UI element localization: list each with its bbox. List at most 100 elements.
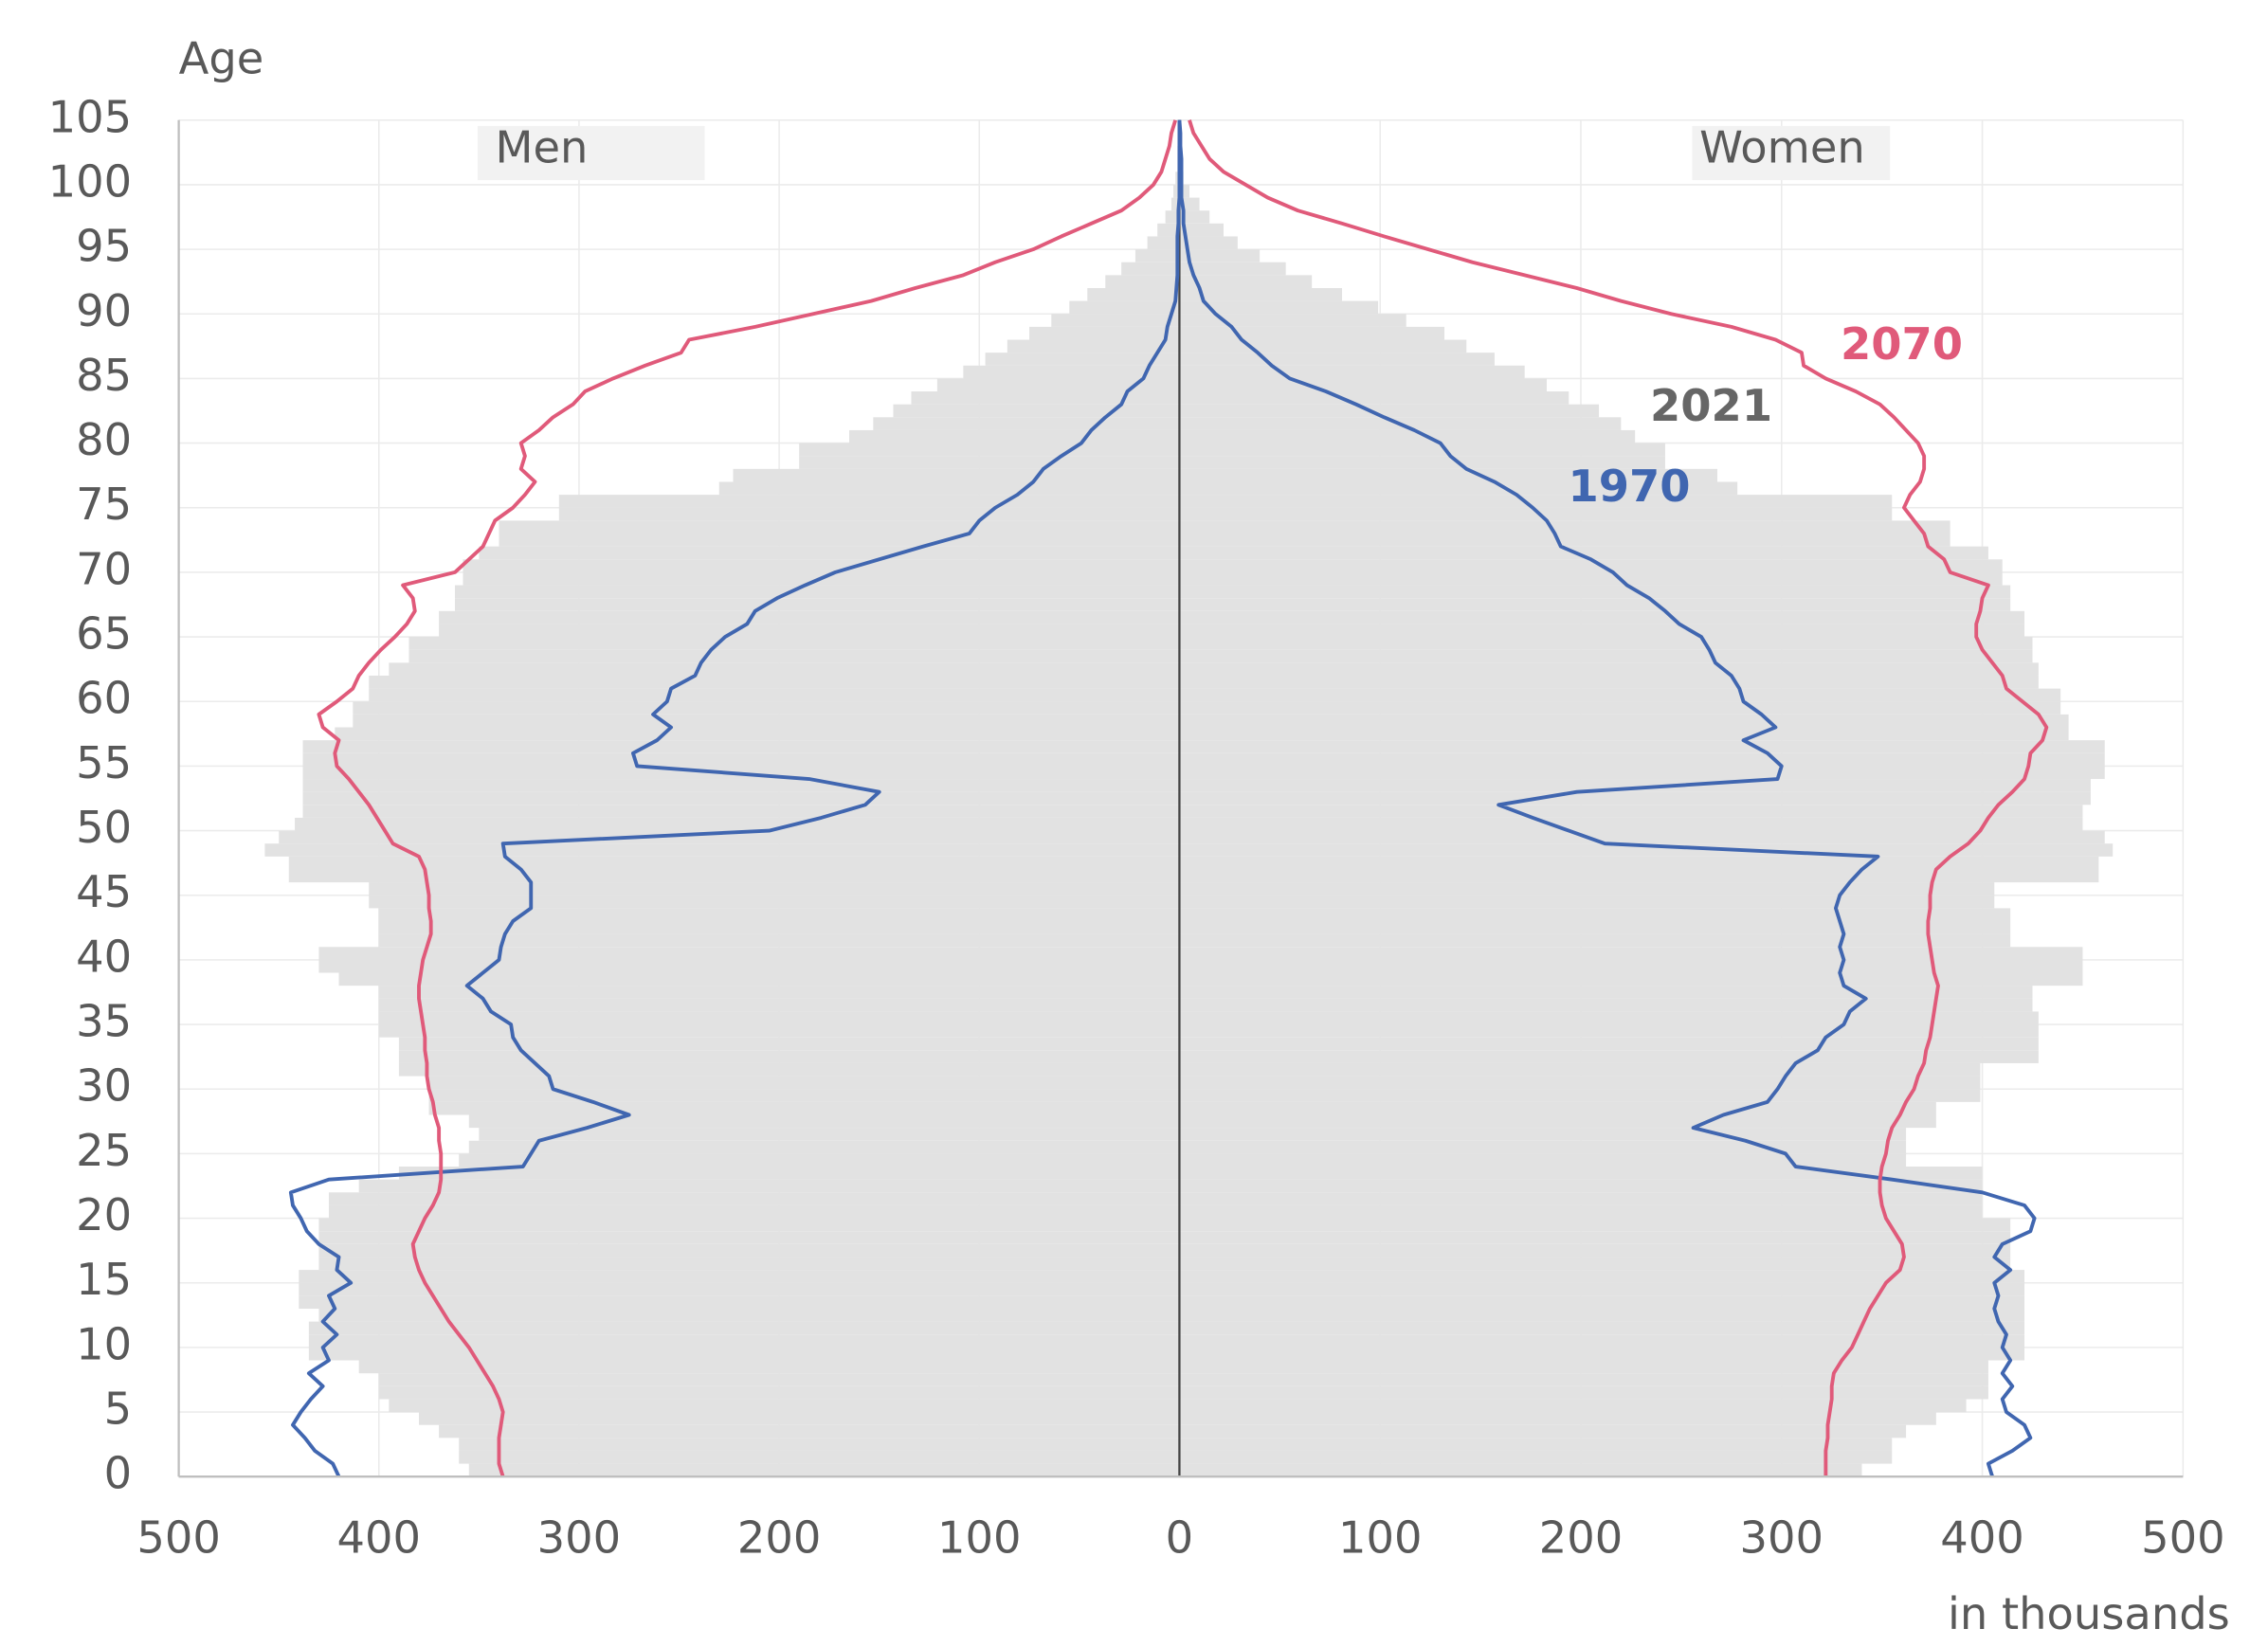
bar — [1179, 1204, 1983, 1219]
bar — [408, 649, 1180, 663]
bar — [1179, 365, 1525, 379]
y-tick-label: 5 — [104, 1384, 133, 1435]
bar — [358, 1179, 1180, 1193]
bar — [299, 1270, 1180, 1283]
bar — [279, 830, 1180, 844]
bar — [398, 1050, 1180, 1063]
bar — [369, 895, 1180, 909]
bar — [1179, 752, 2105, 767]
bar — [1179, 1424, 1907, 1439]
bar — [459, 1450, 1180, 1464]
bar — [299, 1282, 1180, 1296]
line — [1177, 119, 2037, 1477]
y-tick-label: 25 — [76, 1125, 132, 1176]
bar — [1175, 172, 1180, 185]
bar — [408, 637, 1180, 650]
bar — [1179, 959, 2083, 973]
bar — [1179, 727, 2069, 741]
bar — [1179, 1243, 2011, 1258]
bar — [389, 1399, 1180, 1413]
bar — [1179, 481, 1738, 496]
bar — [468, 1463, 1180, 1477]
x-tick-label: 0 — [1166, 1512, 1193, 1564]
bar — [1179, 1011, 2039, 1025]
bar — [1179, 559, 2003, 572]
bar — [1179, 391, 1569, 405]
bar — [468, 1114, 1180, 1129]
bar — [1179, 353, 1495, 366]
bar — [318, 1243, 1180, 1258]
bar — [428, 1076, 1180, 1090]
bar — [335, 727, 1180, 741]
y-tick-label: 45 — [76, 866, 132, 917]
y-tick-label: 70 — [76, 543, 132, 594]
bar — [1179, 1295, 2025, 1309]
bar — [1179, 468, 1717, 482]
bar — [1179, 766, 2105, 780]
bar — [1179, 262, 1286, 276]
bar — [1179, 1257, 2011, 1271]
bar — [1179, 701, 2061, 715]
bar — [1179, 1024, 2039, 1038]
bar — [1179, 688, 2061, 702]
bar — [328, 1192, 1180, 1205]
bar — [358, 1360, 1180, 1374]
bar — [1179, 610, 2025, 624]
x-tick-label: 200 — [737, 1512, 822, 1564]
bar — [1179, 520, 1950, 534]
bar — [1179, 534, 1950, 547]
x-tick-label: 200 — [1539, 1512, 1624, 1564]
bar — [718, 481, 1180, 496]
bar — [455, 598, 1180, 611]
lines — [288, 119, 2049, 1478]
bar — [893, 404, 1180, 418]
x-tick-label: 500 — [136, 1512, 220, 1564]
bar — [308, 1334, 1180, 1348]
bar — [1179, 1231, 2011, 1244]
bar — [369, 675, 1180, 689]
bar — [328, 1204, 1180, 1219]
bar — [318, 1231, 1180, 1244]
bar — [463, 559, 1180, 572]
bar — [1179, 986, 2033, 999]
y-tick-label: 40 — [76, 931, 132, 982]
bar — [849, 429, 1180, 443]
bar — [1157, 223, 1180, 237]
bar — [338, 972, 1180, 986]
bar — [1179, 675, 2039, 689]
bar — [308, 1347, 1180, 1361]
bar — [558, 507, 1180, 521]
bar — [302, 740, 1180, 753]
bar — [1179, 1463, 1862, 1477]
bar — [911, 391, 1180, 405]
y-tick-label: 0 — [104, 1448, 133, 1499]
bar — [369, 688, 1180, 702]
bar — [1179, 947, 2083, 960]
y-tick-label: 15 — [76, 1254, 132, 1305]
bar — [479, 546, 1180, 560]
bar — [398, 1062, 1180, 1077]
bar — [1007, 339, 1180, 353]
bar — [1179, 1062, 1981, 1077]
bar — [1179, 287, 1342, 301]
bar — [1179, 869, 2099, 883]
bar — [1179, 1218, 2011, 1232]
bar — [1179, 1347, 2025, 1361]
bar — [378, 908, 1180, 922]
bar — [963, 365, 1180, 379]
bar — [1179, 1360, 1988, 1374]
bar — [1165, 210, 1180, 224]
bar — [1179, 624, 2025, 638]
bar — [1179, 1050, 2039, 1063]
bar — [318, 959, 1180, 973]
bar — [439, 1424, 1180, 1439]
bar — [1179, 998, 2033, 1012]
bar — [353, 714, 1180, 728]
bar — [1179, 404, 1600, 418]
bar — [1179, 1167, 1983, 1180]
women-label-box — [1692, 125, 1891, 181]
bar — [985, 353, 1180, 366]
bar — [1179, 326, 1444, 340]
bar — [1179, 1450, 1893, 1464]
bar — [1179, 805, 2083, 818]
